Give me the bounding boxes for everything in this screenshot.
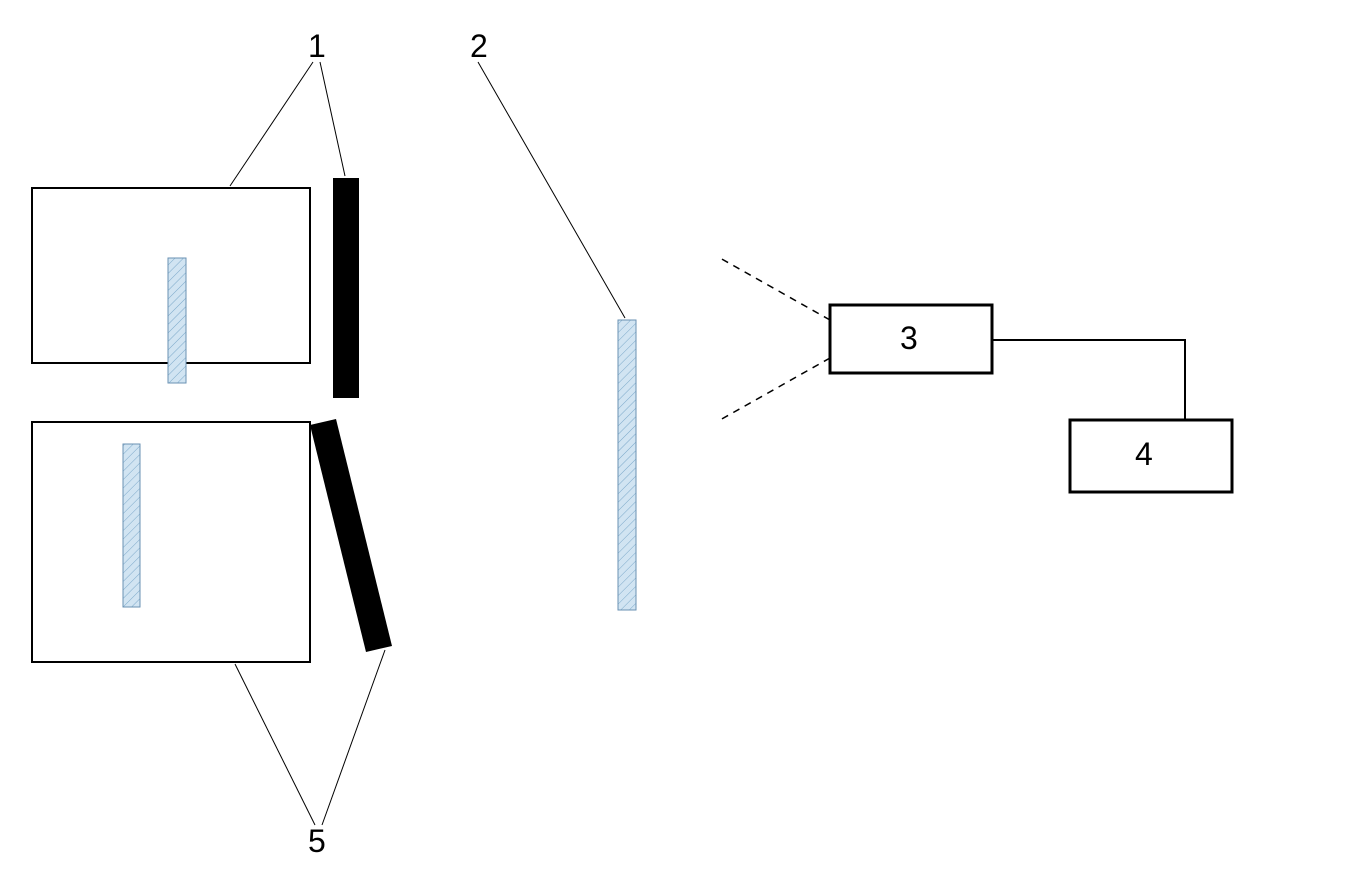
fov-dashed-top — [720, 258, 830, 320]
tall-hatched-strip — [618, 320, 636, 610]
sample-strip-top — [168, 258, 186, 383]
label-5: 5 — [308, 823, 326, 860]
leader-2 — [478, 62, 625, 318]
label-2: 2 — [470, 28, 488, 65]
label-3: 3 — [900, 320, 918, 357]
sample-strip-bottom — [123, 444, 140, 607]
leader-1-right — [320, 62, 345, 176]
black-bar-bottom — [310, 419, 392, 652]
label-4: 4 — [1135, 436, 1153, 473]
fov-dashed-bottom — [720, 358, 830, 420]
black-bar-top — [333, 178, 359, 398]
leader-5-left — [235, 664, 315, 825]
enclosure-bottom — [32, 422, 310, 662]
connector-3-to-4 — [992, 340, 1185, 420]
leader-1-left — [230, 62, 313, 186]
label-1: 1 — [308, 28, 326, 65]
leader-5-right — [322, 650, 385, 825]
